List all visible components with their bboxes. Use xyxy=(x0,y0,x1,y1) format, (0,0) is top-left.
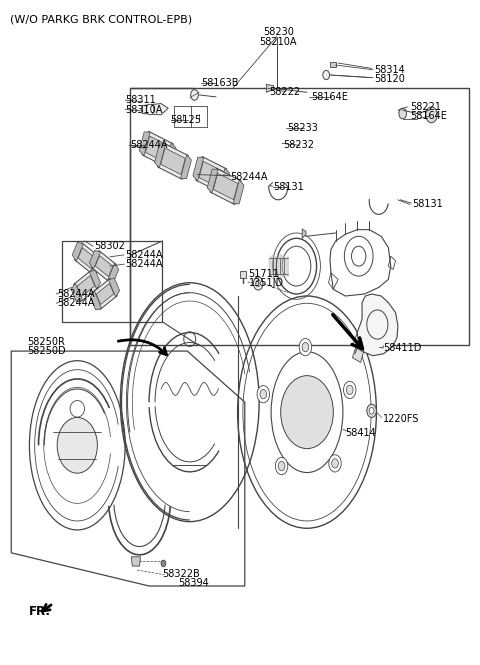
Text: 58120: 58120 xyxy=(374,74,405,84)
Text: 58232: 58232 xyxy=(283,140,314,150)
Text: 58210A: 58210A xyxy=(260,37,297,47)
Polygon shape xyxy=(196,156,227,193)
Polygon shape xyxy=(96,255,113,277)
Circle shape xyxy=(146,104,154,115)
Circle shape xyxy=(260,390,267,399)
Text: 58311: 58311 xyxy=(125,95,156,105)
Polygon shape xyxy=(74,243,99,274)
Text: 1220FS: 1220FS xyxy=(383,414,419,424)
Polygon shape xyxy=(93,279,117,310)
Polygon shape xyxy=(108,263,119,282)
Polygon shape xyxy=(199,162,224,188)
Circle shape xyxy=(399,108,407,119)
Polygon shape xyxy=(139,132,150,156)
Polygon shape xyxy=(108,278,120,297)
Bar xyxy=(131,88,469,345)
Circle shape xyxy=(323,70,329,80)
Polygon shape xyxy=(89,270,100,289)
Polygon shape xyxy=(240,271,246,278)
Text: 58394: 58394 xyxy=(178,579,208,589)
Polygon shape xyxy=(142,131,173,168)
Circle shape xyxy=(302,342,309,352)
Polygon shape xyxy=(77,275,95,297)
Polygon shape xyxy=(155,144,166,168)
Text: 58250D: 58250D xyxy=(27,346,66,356)
Circle shape xyxy=(426,107,437,123)
Text: 58221: 58221 xyxy=(410,102,441,112)
Polygon shape xyxy=(92,251,116,282)
Polygon shape xyxy=(330,63,336,67)
Polygon shape xyxy=(71,283,83,302)
Circle shape xyxy=(161,560,166,567)
Text: 51711: 51711 xyxy=(249,269,279,279)
Circle shape xyxy=(256,280,261,287)
Polygon shape xyxy=(132,557,141,566)
Text: 58230: 58230 xyxy=(263,27,294,37)
Circle shape xyxy=(191,90,198,100)
Polygon shape xyxy=(302,229,306,238)
Text: 58244A: 58244A xyxy=(57,289,95,299)
Polygon shape xyxy=(161,148,185,174)
Text: 58131: 58131 xyxy=(412,200,443,209)
Polygon shape xyxy=(357,294,398,356)
Circle shape xyxy=(299,338,312,356)
Circle shape xyxy=(257,386,270,403)
Polygon shape xyxy=(72,242,84,261)
Text: 58244A: 58244A xyxy=(125,250,163,260)
Text: 58314: 58314 xyxy=(374,65,405,74)
Polygon shape xyxy=(233,180,244,204)
Polygon shape xyxy=(266,84,274,92)
Text: (W/O PARKG BRK CONTROL-EPB): (W/O PARKG BRK CONTROL-EPB) xyxy=(10,14,192,25)
Text: 1351JD: 1351JD xyxy=(249,279,284,289)
Circle shape xyxy=(57,418,97,473)
Polygon shape xyxy=(143,104,168,115)
Circle shape xyxy=(253,277,263,290)
Text: 58244A: 58244A xyxy=(230,172,268,182)
Polygon shape xyxy=(210,168,241,205)
Circle shape xyxy=(347,385,353,394)
Bar xyxy=(62,241,162,322)
Polygon shape xyxy=(90,255,101,274)
Circle shape xyxy=(369,408,374,414)
Polygon shape xyxy=(214,174,238,199)
Text: 58131: 58131 xyxy=(274,182,304,192)
Text: 58233: 58233 xyxy=(287,123,318,133)
Polygon shape xyxy=(219,168,230,192)
Text: 58244A: 58244A xyxy=(125,259,163,269)
Polygon shape xyxy=(96,283,114,305)
Polygon shape xyxy=(78,247,96,269)
Text: 58244A: 58244A xyxy=(130,140,168,150)
Polygon shape xyxy=(165,143,176,167)
Polygon shape xyxy=(145,136,170,162)
Circle shape xyxy=(329,455,341,472)
Text: 58322B: 58322B xyxy=(162,569,200,579)
Circle shape xyxy=(367,404,376,418)
Polygon shape xyxy=(89,250,101,269)
Text: 58164E: 58164E xyxy=(410,111,447,121)
Text: 58250R: 58250R xyxy=(27,336,65,346)
Text: 58302: 58302 xyxy=(94,241,125,251)
Polygon shape xyxy=(90,291,102,310)
Text: 58164E: 58164E xyxy=(311,92,348,102)
Polygon shape xyxy=(157,143,189,180)
Polygon shape xyxy=(180,155,192,179)
Text: FR.: FR. xyxy=(28,604,50,618)
Circle shape xyxy=(276,458,288,475)
Polygon shape xyxy=(193,157,204,181)
Circle shape xyxy=(278,462,285,471)
Circle shape xyxy=(281,376,333,449)
Text: 58222: 58222 xyxy=(269,86,300,96)
Text: 58310A: 58310A xyxy=(125,104,163,114)
Text: 58411D: 58411D xyxy=(384,343,422,353)
Circle shape xyxy=(344,381,356,398)
Text: 58125: 58125 xyxy=(170,115,202,125)
Circle shape xyxy=(332,459,338,468)
Polygon shape xyxy=(352,347,363,362)
Text: 58414: 58414 xyxy=(345,428,376,438)
Polygon shape xyxy=(207,169,218,193)
Text: 58244A: 58244A xyxy=(57,299,95,309)
Text: 58163B: 58163B xyxy=(201,78,238,88)
Polygon shape xyxy=(73,271,98,302)
